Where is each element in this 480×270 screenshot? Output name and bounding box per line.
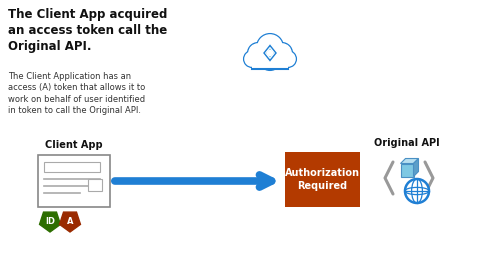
Polygon shape [413, 158, 419, 177]
Text: The Client App acquired
an access token call the
Original API.: The Client App acquired an access token … [8, 8, 168, 53]
Circle shape [258, 35, 282, 59]
FancyBboxPatch shape [88, 179, 102, 191]
Text: A: A [67, 217, 73, 226]
Text: ID: ID [45, 217, 55, 226]
Circle shape [249, 44, 267, 62]
Circle shape [405, 179, 429, 203]
Circle shape [281, 52, 295, 66]
Text: Authorization
Required: Authorization Required [285, 168, 360, 191]
Circle shape [273, 44, 291, 62]
Text: Client App: Client App [45, 140, 103, 150]
Circle shape [259, 48, 281, 70]
Polygon shape [39, 212, 60, 232]
Bar [400, 164, 413, 177]
Circle shape [245, 52, 259, 66]
Circle shape [260, 49, 280, 69]
Bar [252, 59, 288, 69]
Circle shape [272, 43, 292, 63]
FancyBboxPatch shape [285, 152, 360, 207]
Circle shape [257, 34, 283, 60]
FancyBboxPatch shape [38, 155, 110, 207]
Circle shape [248, 43, 268, 63]
Polygon shape [265, 48, 275, 59]
Text: Original API: Original API [374, 138, 440, 148]
Circle shape [280, 51, 296, 67]
Polygon shape [400, 158, 419, 164]
Circle shape [267, 50, 273, 56]
Circle shape [244, 51, 260, 67]
Text: The Client Application has an
access (A) token that allows it to
work on behalf : The Client Application has an access (A)… [8, 72, 145, 115]
Polygon shape [262, 43, 278, 63]
Polygon shape [60, 212, 81, 232]
FancyBboxPatch shape [44, 162, 100, 172]
